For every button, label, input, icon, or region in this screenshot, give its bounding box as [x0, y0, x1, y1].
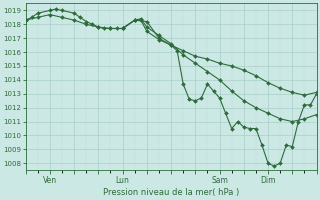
X-axis label: Pression niveau de la mer( hPa ): Pression niveau de la mer( hPa ) — [103, 188, 239, 197]
